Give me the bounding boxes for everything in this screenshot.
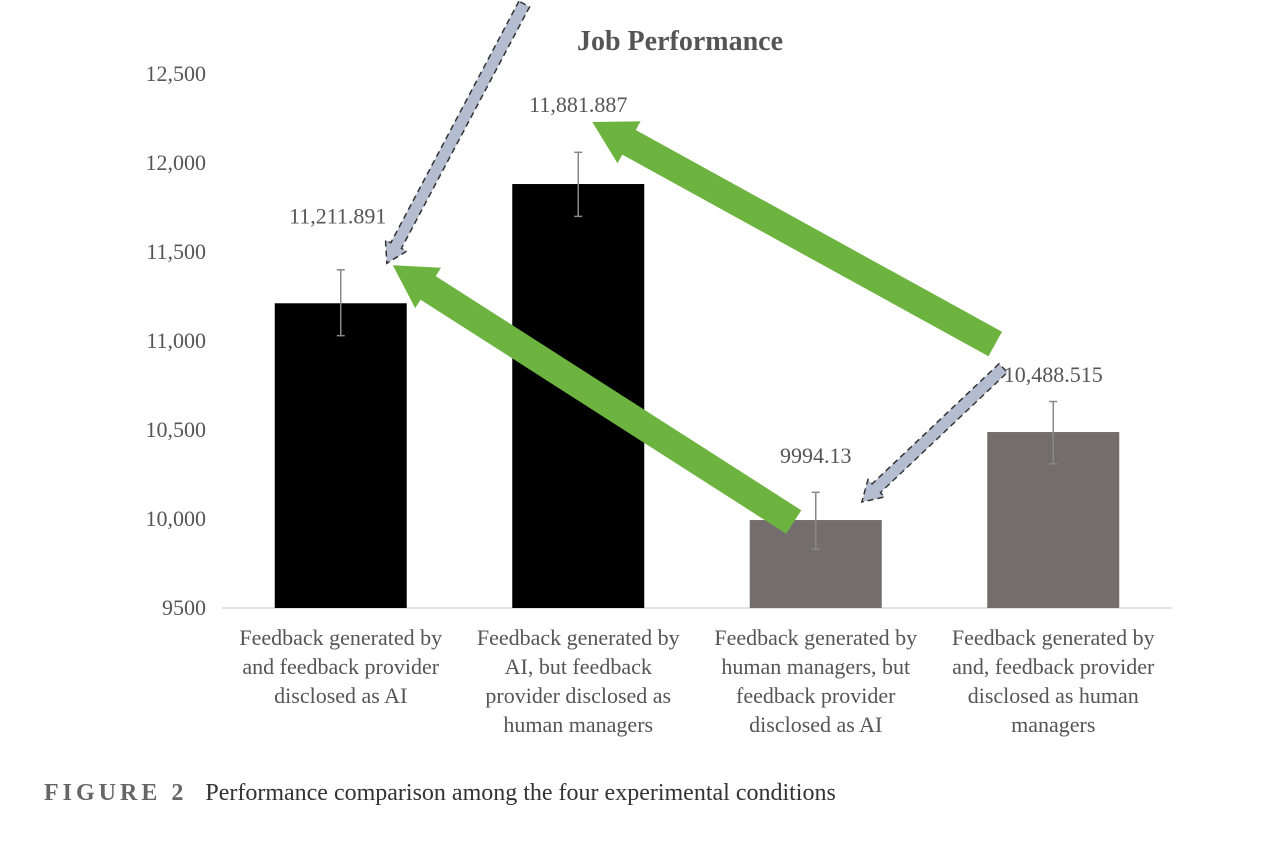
- chart-title: Job Performance: [577, 26, 783, 57]
- green-arrow: [592, 121, 1002, 357]
- y-tick-label: 11,000: [146, 328, 206, 353]
- category-label: Feedback generated by and, feedback provi…: [952, 625, 1155, 737]
- figure-caption: FIGURE 2 Performance comparison among the…: [44, 780, 836, 807]
- y-axis: 9500 10,000 10,500 11,000 11,500 12,000 12,500: [146, 61, 207, 620]
- category-label-line: disclosed as human: [968, 683, 1139, 708]
- data-label: 10,488.515: [1004, 362, 1103, 387]
- error-bars: [336, 151, 1058, 551]
- category-label-line: and feedback provider: [242, 654, 439, 679]
- y-tick-label: 10,000: [146, 506, 207, 531]
- category-label-line: disclosed as AI: [274, 683, 407, 708]
- category-label-line: Feedback generated by: [714, 625, 917, 650]
- category-labels: Feedback generated by and feedback provid…: [239, 625, 1155, 737]
- green-arrow: [392, 265, 802, 534]
- caption-text: Performance comparison among the four ex…: [205, 780, 836, 806]
- category-label: Feedback generated by and feedback provid…: [239, 625, 442, 708]
- category-label-line: managers: [1011, 712, 1095, 737]
- y-tick-label: 10,500: [146, 417, 207, 442]
- category-label: Feedback generated by AI, but feedback pro…: [477, 625, 680, 737]
- y-tick-label: 12,500: [146, 61, 207, 86]
- data-label: 11,211.891: [289, 203, 386, 228]
- category-label-line: Feedback generated by: [477, 625, 680, 650]
- y-tick-label: 11,500: [146, 239, 206, 264]
- arrows: [384, 0, 1009, 534]
- bar: [274, 303, 407, 608]
- data-labels: 11,211.891 11,881.887 9994.13 10,488.515: [289, 92, 1103, 468]
- category-label-line: human managers, but: [721, 654, 910, 679]
- category-label: Feedback generated by human managers, but…: [714, 625, 917, 737]
- dashed-arrow: [384, 0, 531, 265]
- category-label-line: feedback provider: [736, 683, 896, 708]
- chart: Job Performance 9500 10,000 10,500 11,000 11…: [146, 0, 1172, 737]
- category-label-line: AI, but feedback: [505, 654, 652, 679]
- dashed-arrow: [860, 362, 1009, 504]
- data-label: 11,881.887: [529, 92, 627, 117]
- category-label-line: disclosed as AI: [749, 712, 882, 737]
- category-label-line: Feedback generated by: [952, 625, 1155, 650]
- category-label-line: and, feedback provider: [952, 654, 1155, 679]
- figure-number: FIGURE 2: [44, 780, 188, 806]
- category-label-line: Feedback generated by: [239, 625, 442, 650]
- category-label-line: human managers: [503, 712, 653, 737]
- category-label-line: provider disclosed as: [485, 683, 671, 708]
- data-label: 9994.13: [780, 443, 852, 468]
- y-tick-label: 9500: [162, 595, 206, 620]
- y-tick-label: 12,000: [146, 150, 207, 175]
